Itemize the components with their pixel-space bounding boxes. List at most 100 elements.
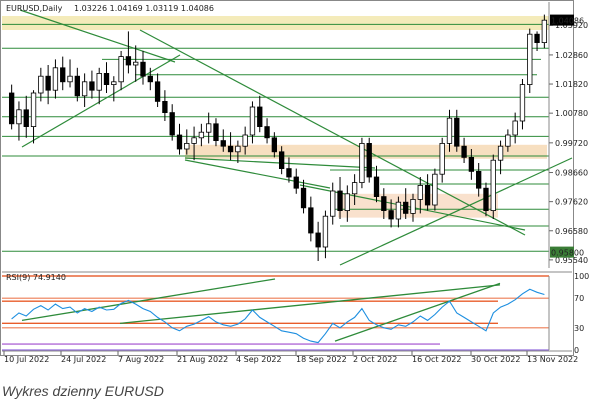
candle-72: [534, 31, 540, 51]
candle-body: [315, 232, 321, 248]
candle-47: [351, 174, 358, 205]
candle-body: [497, 145, 504, 161]
trend-line-4: [339, 157, 573, 266]
candle-59: [439, 137, 445, 183]
candle-body: [103, 73, 110, 86]
candle-body: [176, 134, 183, 150]
x-tick-label: 21 Aug 2022: [177, 355, 228, 364]
candle-15: [118, 51, 124, 91]
x-tick-label: 10 Jul 2022: [4, 355, 49, 364]
candle-body: [381, 196, 387, 212]
price-tick-label: 1.00780: [555, 109, 588, 118]
candle-46: [344, 185, 350, 222]
candle-body: [184, 142, 190, 150]
candle-67: [497, 140, 504, 175]
candle-65: [483, 182, 489, 217]
last-price-box: [550, 14, 574, 26]
candle-66: [490, 154, 496, 219]
price-tick-label: 0.99720: [555, 139, 588, 148]
support-price-box: [550, 246, 574, 258]
x-tick-label: 18 Sep 2022: [296, 355, 347, 364]
candle-body: [74, 75, 80, 97]
candle-49: [366, 137, 372, 183]
candle-body: [373, 176, 380, 198]
candle-body: [118, 56, 124, 83]
candle-1: [16, 101, 22, 141]
candle-body: [278, 151, 285, 170]
rsi-trend-line-1: [21, 278, 276, 322]
price-tick-label: 1.02860: [555, 51, 588, 60]
chart-caption: Wykres dzienny EURUSD: [2, 383, 164, 399]
candle-58: [432, 168, 438, 211]
candle-body: [140, 61, 146, 77]
candle-21: [162, 90, 168, 121]
candle-8: [67, 59, 73, 88]
candle-73: [541, 14, 548, 49]
trend-line-2: [139, 29, 526, 236]
price-tick-label: 0.96580: [555, 227, 588, 236]
x-tick-label: 2 Oct 2022: [353, 355, 397, 364]
candle-body: [359, 142, 365, 183]
x-axis: 10 Jul 2022 24 Jul 2022 7 Aug 2022 21 Aug 2…: [2, 350, 578, 364]
candle-body: [461, 145, 467, 158]
candle-body: [468, 156, 475, 172]
candle-39: [293, 168, 299, 194]
x-tick-label: 7 Aug 2022: [118, 355, 164, 364]
candle-body: [249, 106, 256, 136]
candle-body: [476, 170, 482, 189]
candle-52: [388, 199, 394, 228]
candle-body: [527, 33, 533, 86]
candle-body: [235, 145, 241, 153]
candle-55: [410, 193, 416, 222]
candle-57: [424, 174, 431, 211]
candle-body: [169, 112, 175, 136]
candle-body: [96, 73, 102, 91]
candle-13: [103, 62, 110, 93]
candle-body: [89, 81, 95, 91]
candle-25: [191, 126, 197, 161]
candle-body: [300, 187, 307, 209]
candle-44: [330, 182, 336, 225]
candle-31: [235, 140, 241, 163]
candle-body: [220, 140, 226, 147]
candle-40: [300, 179, 307, 214]
candle-35: [264, 118, 270, 144]
x-tick-label: 30 Oct 2022: [471, 355, 520, 364]
candle-20: [154, 73, 161, 107]
candle-body: [16, 109, 22, 125]
candle-body: [519, 84, 526, 122]
candle-body: [541, 19, 548, 44]
candle-41: [308, 196, 314, 242]
price-tick-label: 1.03920: [555, 21, 588, 30]
candle-body: [8, 92, 15, 125]
candle-body: [286, 168, 292, 178]
candle-body: [534, 33, 540, 44]
candle-63: [468, 149, 475, 180]
candle-body: [308, 207, 314, 234]
candle-7: [60, 56, 66, 91]
candle-53: [395, 196, 402, 228]
candle-26: [198, 123, 205, 147]
rsi-panel: 100 70 30 0: [2, 271, 589, 355]
candle-16: [125, 31, 132, 74]
candle-body: [322, 215, 329, 248]
candle-33: [249, 101, 256, 144]
candle-17: [133, 45, 139, 82]
rsi-tick-label: 30: [574, 324, 584, 333]
candle-5: [45, 65, 51, 105]
candle-body: [439, 142, 445, 175]
candle-body: [67, 75, 73, 83]
rsi-tick-label: 0: [574, 346, 579, 355]
candle-body: [30, 92, 37, 127]
x-tick-label: 24 Jul 2022: [61, 355, 106, 364]
candle-body: [337, 190, 343, 212]
candle-18: [140, 51, 146, 85]
candle-body: [403, 201, 409, 214]
candle-62: [461, 137, 467, 163]
candle-body: [432, 173, 438, 206]
candle-body: [162, 101, 168, 114]
candle-64: [476, 163, 482, 197]
candle-body: [512, 120, 518, 136]
candle-body: [454, 117, 460, 147]
